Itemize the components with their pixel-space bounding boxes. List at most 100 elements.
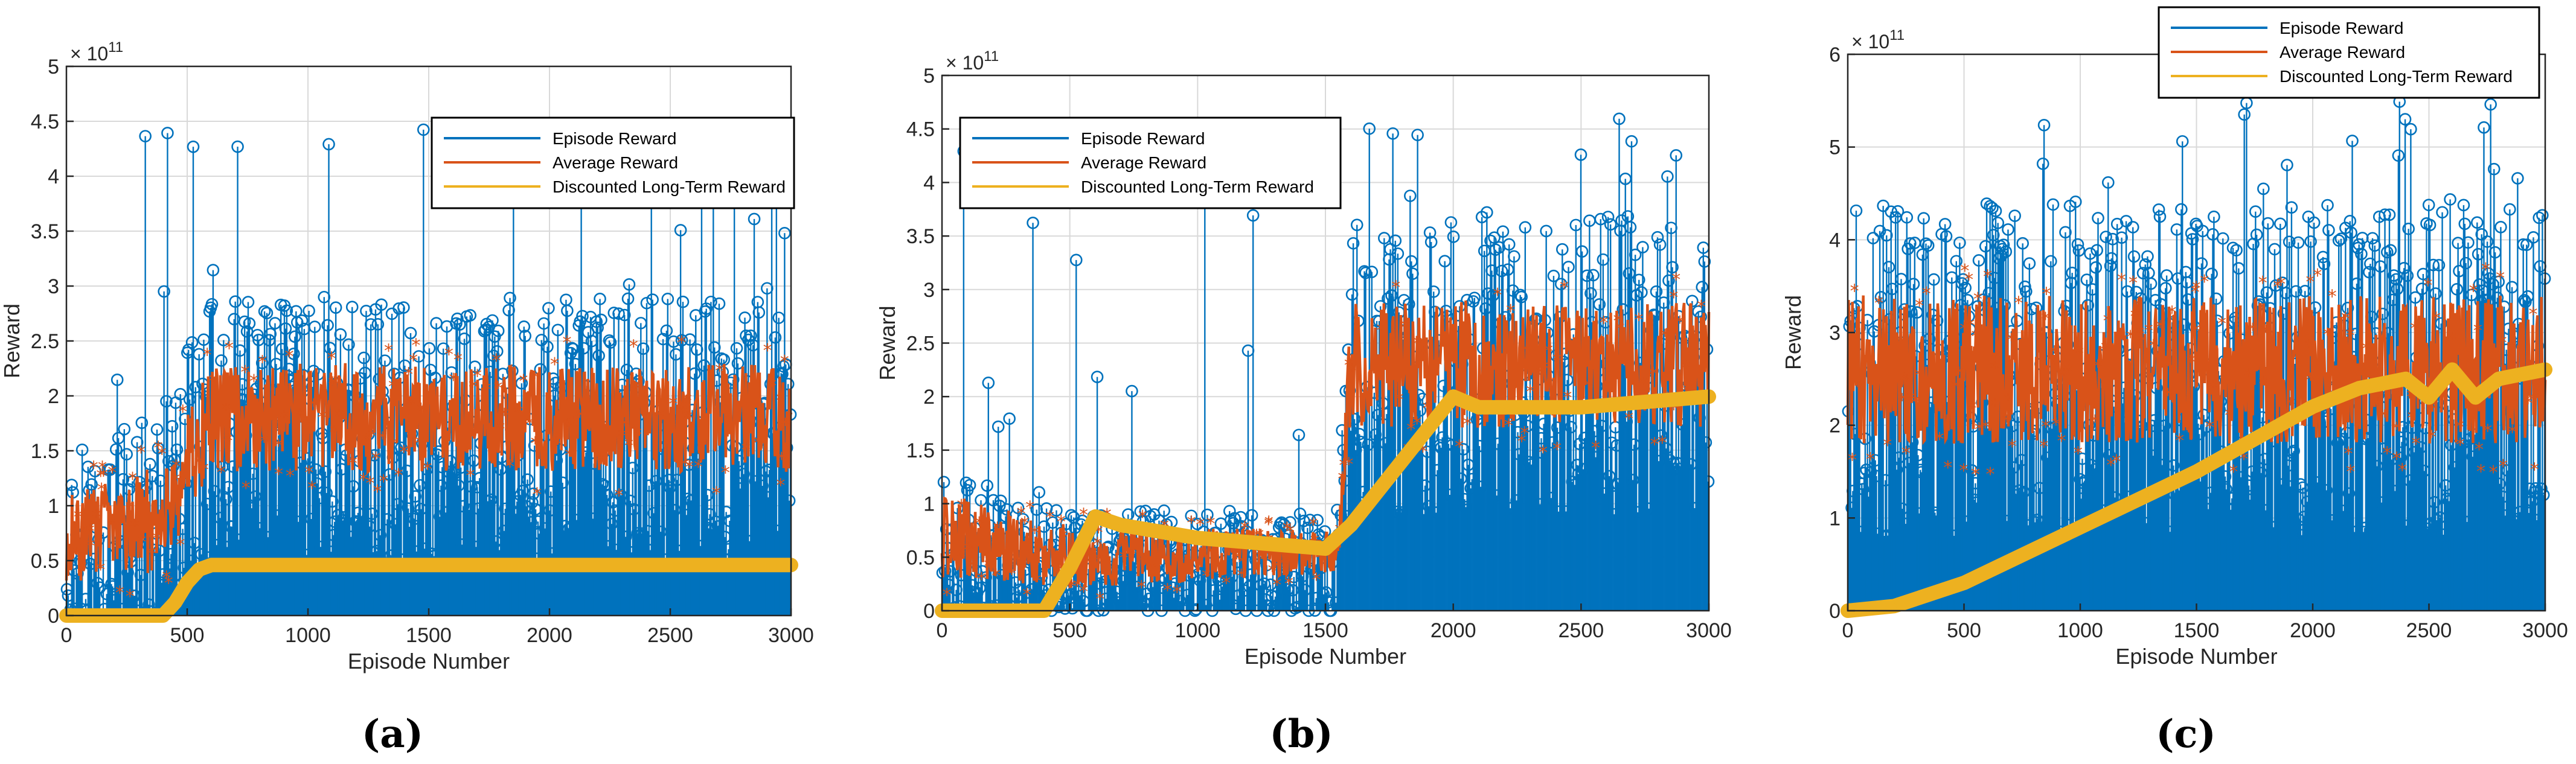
episode-reward-marker [1997,238,2010,251]
episode-reward-marker [1438,255,1451,267]
average-reward-marker: * [679,403,688,424]
average-reward-marker: * [500,405,509,426]
discounted-reward-point [173,600,178,605]
average-reward-marker: * [2392,449,2401,470]
episode-reward-marker [2059,226,2072,239]
episode-reward-marker [1661,170,1674,183]
episode-reward-marker [2462,236,2475,249]
average-reward-marker: * [694,457,703,478]
episode-reward-marker [85,478,98,491]
average-reward-marker: * [631,378,640,400]
episode-reward-marker [777,360,790,373]
average-reward-marker: * [1522,341,1531,362]
episode-reward-marker [1629,248,1642,261]
episode-reward-marker [1961,293,1974,307]
episode-reward-marker [1496,225,1510,238]
average-reward-marker: * [1284,574,1293,595]
episode-reward-marker [1906,436,1919,449]
average-reward-marker: * [993,519,1002,540]
average-reward-marker: * [2507,339,2516,360]
episode-reward-marker [2101,176,2115,189]
episode-reward-marker [89,465,101,478]
average-reward-marker: * [1697,297,1706,318]
average-reward-marker: * [96,466,105,487]
episode-reward-marker [258,305,271,318]
episode-reward-marker [1502,238,1516,251]
average-reward-marker: * [2427,427,2437,448]
average-reward-marker: * [1402,317,1411,339]
episode-reward-marker [994,494,1007,508]
episode-reward-marker [2422,199,2435,211]
episode-reward-marker [275,343,289,355]
episode-reward-marker [2397,262,2411,275]
x-tick-label: 0 [61,624,72,647]
episode-reward-marker [2167,459,2180,472]
episode-reward-marker [2195,257,2208,270]
episode-reward-marker [1447,231,1460,243]
average-reward-marker: * [2130,307,2139,328]
average-reward-marker: * [1283,519,1292,540]
average-reward-marker: * [2476,462,2485,483]
episode-reward-marker [437,342,450,355]
average-reward-marker: * [2129,273,2138,294]
episode-reward-marker [2427,258,2440,272]
episode-reward-marker [2341,301,2354,314]
average-reward-marker: * [417,400,426,421]
episode-reward-marker [1950,255,1963,268]
y-tick-label: 4.5 [31,110,59,133]
average-reward-marker: * [217,462,226,483]
average-reward-marker: * [1848,450,1857,471]
episode-reward-marker [279,322,292,335]
episode-reward-marker [1972,254,1985,267]
episode-reward-marker [1619,173,1632,185]
average-reward-marker: * [208,371,217,392]
y-tick-label: 4 [48,165,59,188]
episode-reward-marker [1519,221,1532,234]
average-reward-marker: * [194,454,203,475]
episode-reward-marker [319,465,332,478]
average-reward-marker: * [1072,576,1081,597]
average-reward-marker: * [2483,421,2492,442]
average-reward-marker: * [533,485,542,506]
episode-reward-marker [318,290,331,304]
average-reward-marker: * [1163,581,1172,602]
average-reward-marker: * [562,333,571,354]
episode-reward-marker [2110,217,2124,231]
episode-reward-marker [2537,488,2550,501]
episode-reward-marker [1636,241,1649,253]
legend-entry: Discounted Long-Term Reward [1081,177,1314,196]
episode-reward-marker [2257,182,2270,196]
average-reward-marker: * [152,529,161,550]
average-reward-marker: * [1025,498,1034,519]
episode-reward-marker [2493,477,2506,490]
y-tick-label: 1.5 [906,439,935,462]
average-reward-marker: * [371,448,380,470]
average-reward-marker: * [378,428,387,450]
average-reward-marker: * [200,459,209,480]
x-axis-title: Episode Number [2115,644,2277,669]
average-reward-marker: * [1232,549,1241,570]
x-tick-label: 2500 [1559,619,1604,642]
average-reward-marker: * [2258,374,2267,395]
x-axis-title: Episode Number [348,649,510,673]
average-reward-marker: * [423,459,432,480]
episode-reward-marker [525,496,539,509]
episode-reward-marker [182,343,195,356]
average-reward-marker: * [2306,370,2315,391]
episode-reward-marker [1653,238,1667,251]
episode-reward-marker [2250,228,2263,241]
episode-reward-marker [383,468,396,481]
average-reward-marker: * [2156,317,2165,339]
episode-reward-marker [321,319,334,332]
average-reward-marker: * [1915,296,1924,317]
average-reward-marker: * [2175,431,2184,452]
average-reward-marker: * [158,444,167,465]
episode-reward-marker [1350,218,1363,231]
episode-reward-marker [527,487,540,500]
average-reward-marker: * [1022,585,1031,606]
episode-reward-marker [2036,158,2049,170]
average-reward-marker: * [679,397,688,418]
episode-reward-marker [1391,247,1405,260]
episode-reward-marker [2115,231,2128,244]
average-reward-marker: * [309,395,318,416]
